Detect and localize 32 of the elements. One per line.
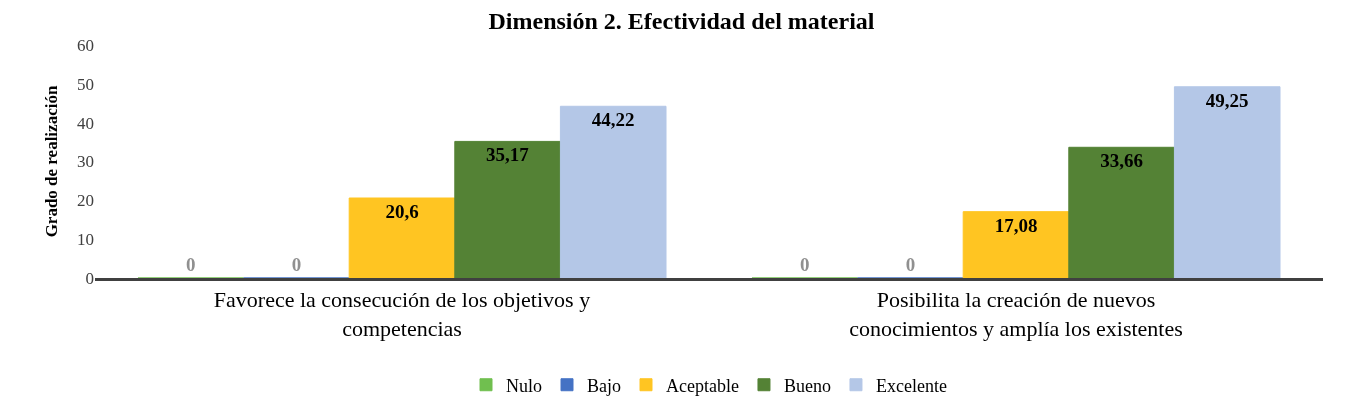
- data-label: 0: [905, 254, 916, 275]
- bar: [348, 197, 456, 278]
- data-label: 0: [800, 254, 810, 275]
- y-tick-label: 60: [77, 35, 94, 55]
- bar: [962, 211, 1070, 278]
- data-label: 49,25: [1205, 89, 1249, 111]
- bar: [559, 105, 667, 278]
- data-label: 35,17: [485, 144, 530, 166]
- bar: [1173, 86, 1281, 278]
- y-tick-label: 50: [77, 74, 94, 94]
- legend-label: Bueno: [783, 375, 831, 396]
- bar: [1068, 146, 1175, 278]
- y-tick-label: 10: [77, 230, 94, 250]
- y-tick-label: 20: [77, 191, 94, 211]
- bar: [454, 140, 561, 278]
- x-tick-label: Posibilita la creación de nuevos conocimientos y amplía los existentes: [849, 287, 1183, 341]
- y-axis-title: Grado de realización: [41, 85, 61, 238]
- legend-label: Excelente: [875, 375, 947, 396]
- data-label: 0: [291, 254, 302, 275]
- data-label: 0: [186, 254, 196, 275]
- data-label: 44,22: [591, 109, 635, 131]
- x-tick-label: Favorece la consecución de los objetivos y competencias: [213, 287, 591, 341]
- legend-label: Bajo: [587, 375, 621, 396]
- y-tick-label: 40: [77, 113, 94, 133]
- data-label: 20,6: [385, 201, 419, 222]
- y-tick-label: 0: [85, 268, 94, 288]
- legend-label: Nulo: [506, 375, 542, 396]
- chart-title: Dimensión 2. Efectividad del material: [488, 8, 875, 35]
- data-label: 17,08: [994, 214, 1038, 236]
- data-label: 33,66: [1100, 150, 1143, 172]
- legend-label: Aceptable: [666, 375, 739, 396]
- y-tick-label: 30: [77, 152, 94, 172]
